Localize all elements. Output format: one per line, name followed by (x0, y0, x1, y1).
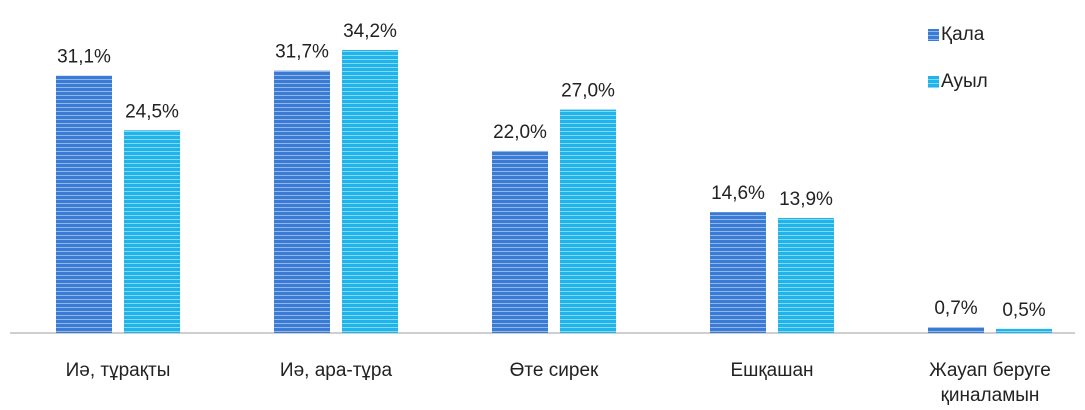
legend-label: Ауыл (941, 71, 988, 92)
legend-swatch (928, 76, 939, 88)
bar (342, 49, 398, 334)
data-label: 0,7% (934, 298, 977, 319)
data-label: 31,1% (57, 47, 111, 68)
x-tick-label: Иә, ара-тұра (279, 360, 393, 381)
bar (996, 328, 1052, 333)
bar (124, 130, 180, 333)
bar (710, 212, 766, 333)
data-label: 14,6% (711, 183, 765, 204)
x-tick-label: Иә, тұрақты (65, 360, 171, 381)
legend-swatch (928, 29, 939, 41)
bar (928, 327, 984, 333)
data-label: 22,0% (493, 122, 547, 143)
data-label: 24,5% (125, 101, 179, 122)
bar (778, 217, 834, 333)
bar (274, 70, 330, 334)
bar (492, 150, 548, 333)
x-tick-label: Өте сирек (509, 360, 599, 381)
x-tick-label: Жауап беруге қиналамын (929, 360, 1051, 406)
bar (560, 109, 616, 333)
data-label: 0,5% (1002, 300, 1045, 321)
legend-label: Қала (941, 24, 985, 45)
bar (56, 75, 112, 334)
data-label: 31,7% (275, 42, 329, 63)
x-tick-label: Ешқашан (730, 360, 814, 381)
data-label: 13,9% (779, 189, 833, 210)
data-label: 34,2% (343, 21, 397, 42)
data-label: 27,0% (561, 81, 615, 102)
